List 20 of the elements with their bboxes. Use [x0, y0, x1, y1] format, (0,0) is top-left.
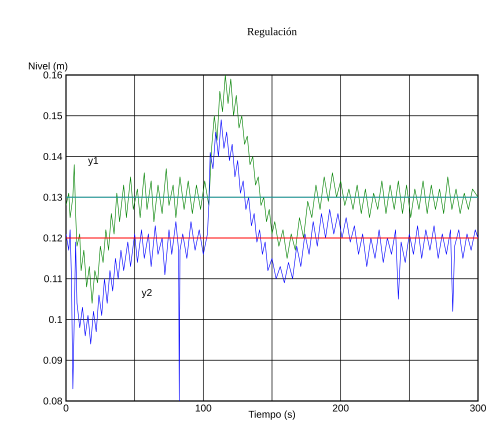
- y-tick-label: 0.1: [49, 316, 62, 324]
- y-tick-label: 0.14: [43, 152, 62, 160]
- chart-title: Regulación: [247, 28, 297, 38]
- x-tick-label: 300: [470, 404, 486, 412]
- y-tick-label: 0.08: [43, 397, 62, 405]
- y-tick-label: 0.09: [43, 356, 62, 364]
- x-tick-label: 200: [332, 404, 349, 412]
- x-tick-label: 0: [64, 404, 68, 412]
- series-label: y1: [88, 157, 98, 166]
- x-axis-title: Tiempo (s): [248, 410, 295, 420]
- line-series: [66, 120, 478, 401]
- y-tick-label: 0.12: [43, 234, 62, 242]
- y-tick-label: 0.11: [44, 275, 62, 282]
- series-label: y2: [142, 289, 152, 298]
- x-tick-label: 100: [196, 404, 212, 412]
- y-axis-title: Nivel (m): [28, 62, 68, 72]
- y-tick-label: 0.15: [43, 112, 62, 120]
- y-tick-label: 0.16: [43, 71, 62, 79]
- y-tick-label: 0.13: [43, 194, 62, 201]
- line-series: [66, 74, 478, 304]
